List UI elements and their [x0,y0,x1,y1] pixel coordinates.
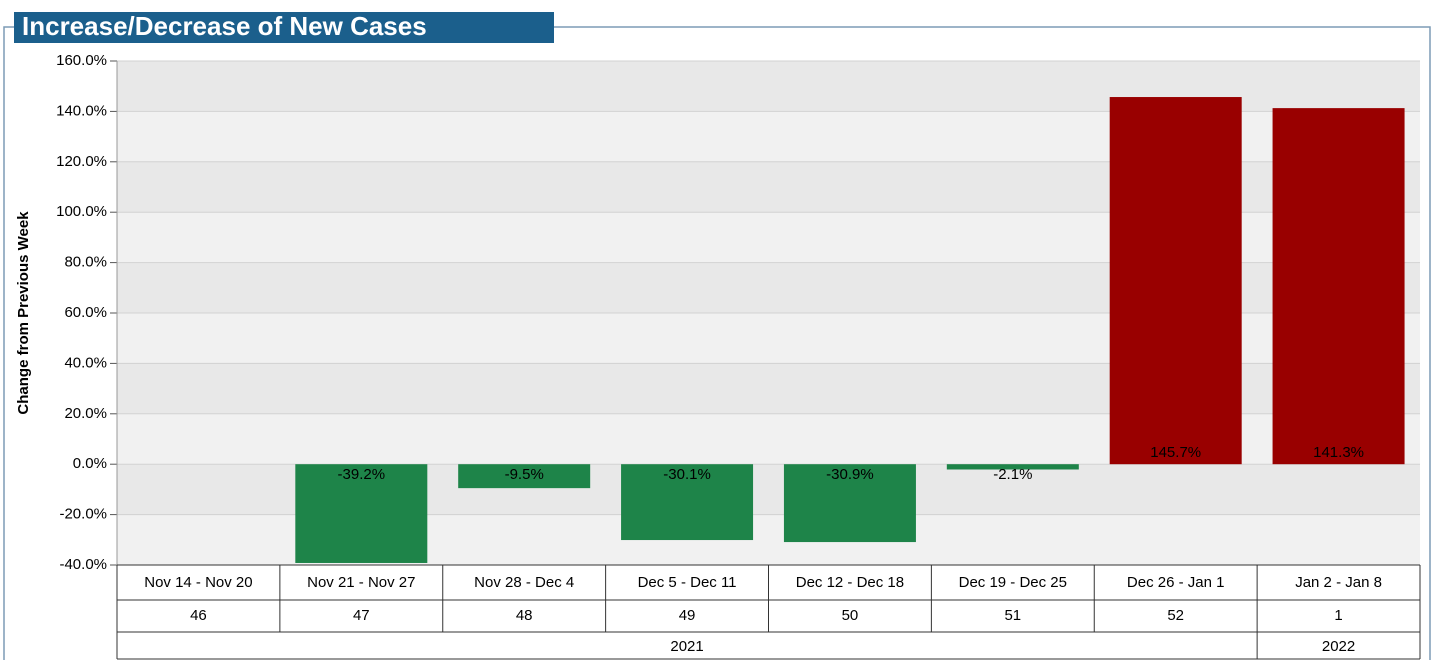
year-label: 2021 [670,638,703,655]
week-number: 47 [353,607,370,624]
data-label: 145.7% [1150,444,1201,461]
data-label: -9.5% [505,466,544,483]
x-tick-label: Dec 26 - Jan 1 [1127,574,1225,591]
data-label: -30.9% [826,466,874,483]
year-label: 2022 [1322,638,1355,655]
x-tick-label: Nov 14 - Nov 20 [144,574,252,591]
week-number: 48 [516,607,533,624]
x-tick-label: Nov 28 - Dec 4 [474,574,574,591]
y-tick-label: 60.0% [64,304,107,321]
week-number: 50 [842,607,859,624]
x-tick-label: Dec 19 - Dec 25 [959,574,1067,591]
data-label: -39.2% [338,466,386,483]
y-tick-label: 80.0% [64,254,107,271]
data-label: 141.3% [1313,444,1364,461]
x-tick-label: Dec 12 - Dec 18 [796,574,904,591]
week-number: 52 [1167,607,1184,624]
bar [1109,97,1242,465]
y-tick-label: 160.0% [56,52,107,69]
x-tick-label: Jan 2 - Jan 8 [1295,574,1382,591]
bar [783,464,916,543]
week-number: 51 [1004,607,1021,624]
bar [621,464,754,541]
bar [458,464,591,489]
y-tick-label: 20.0% [64,405,107,422]
y-axis-label: Change from Previous Week [15,211,32,415]
chart-title: Increase/Decrease of New Cases [22,11,427,41]
y-tick-label: 120.0% [56,153,107,170]
y-tick-label: -40.0% [59,556,107,573]
y-tick-label: 100.0% [56,203,107,220]
x-tick-label: Dec 5 - Dec 11 [638,574,737,591]
x-tick-label: Nov 21 - Nov 27 [307,574,415,591]
title-box [14,12,554,43]
bar [1272,108,1405,465]
data-label: -30.1% [663,466,711,483]
panel-frame [3,26,1431,660]
y-tick-label: 40.0% [64,354,107,371]
y-tick-label: 140.0% [56,102,107,119]
week-number: 46 [190,607,207,624]
week-number: 49 [679,607,696,624]
week-number: 1 [1334,607,1342,624]
y-tick-label: 0.0% [73,455,107,472]
bar [946,464,1079,470]
data-label: -2.1% [993,466,1032,483]
y-tick-label: -20.0% [59,506,107,523]
bar [295,464,428,563]
